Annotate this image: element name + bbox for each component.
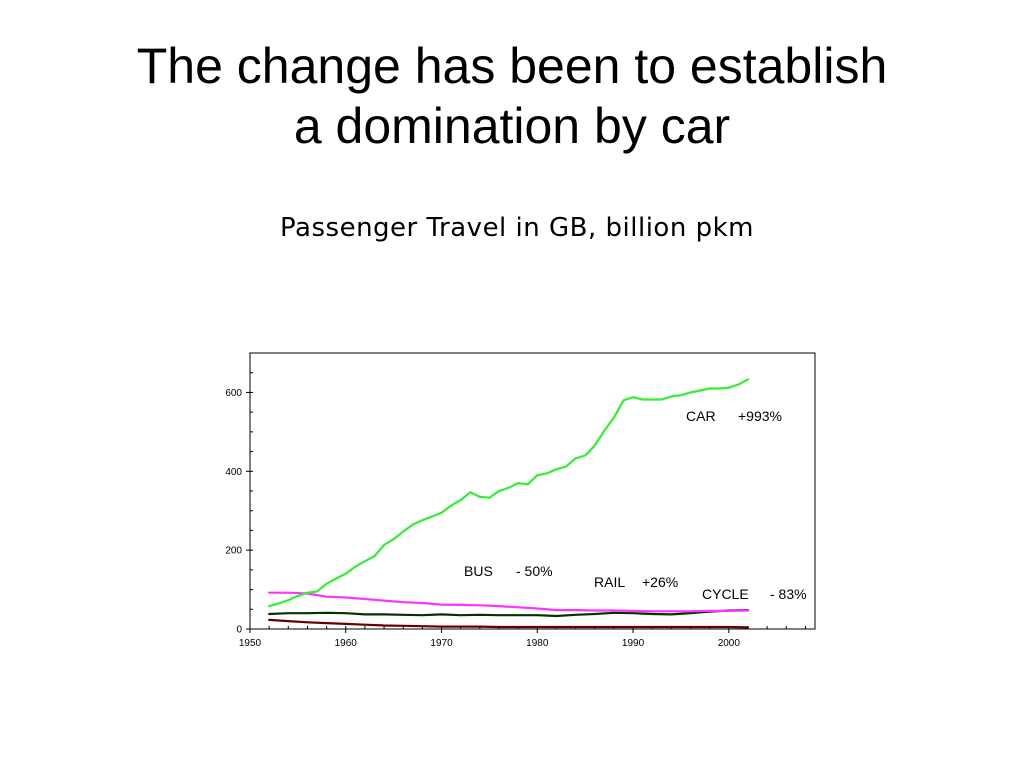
x-tick-label: 2000 xyxy=(718,638,741,649)
series-line-rail xyxy=(268,608,750,618)
y-tick-label: 400 xyxy=(225,467,242,478)
series-line-car xyxy=(268,378,750,608)
chart-title: Passenger Travel in GB, billion pkm xyxy=(280,213,754,243)
y-tick-label: 0 xyxy=(236,625,242,636)
series-label-bus: BUS xyxy=(464,563,493,579)
x-tick-label: 1950 xyxy=(239,638,262,649)
y-tick-label: 600 xyxy=(225,388,242,399)
series-change-cycle: - 83% xyxy=(770,586,807,602)
series-change-car: +993% xyxy=(738,408,782,424)
series-line-bus xyxy=(268,591,750,613)
x-tick-label: 1970 xyxy=(430,638,453,649)
x-tick-label: 1980 xyxy=(526,638,549,649)
slide-title-line-1: The change has been to establish xyxy=(136,38,888,94)
series-label-rail: RAIL xyxy=(594,574,625,590)
series-change-rail: +26% xyxy=(642,574,678,590)
chart-series xyxy=(268,378,750,629)
chart-axes: 0 200 400 600 1950 1960 1970 1980 1990 2000 xyxy=(225,352,816,649)
x-tick-label: 1960 xyxy=(335,638,358,649)
slide-title: The change has been to establish a domin… xyxy=(0,36,1024,156)
series-label-car: CAR xyxy=(686,408,716,424)
slide-title-line-2: a domination by car xyxy=(293,98,731,154)
x-tick-label: 1990 xyxy=(622,638,645,649)
chart-annotations: CAR +993% BUS - 50% RAIL +26% CYCLE - 83% xyxy=(464,408,807,602)
y-tick-label: 200 xyxy=(225,546,242,557)
series-line-cycle xyxy=(268,618,750,629)
series-label-cycle: CYCLE xyxy=(702,586,749,602)
series-change-bus: - 50% xyxy=(516,563,553,579)
